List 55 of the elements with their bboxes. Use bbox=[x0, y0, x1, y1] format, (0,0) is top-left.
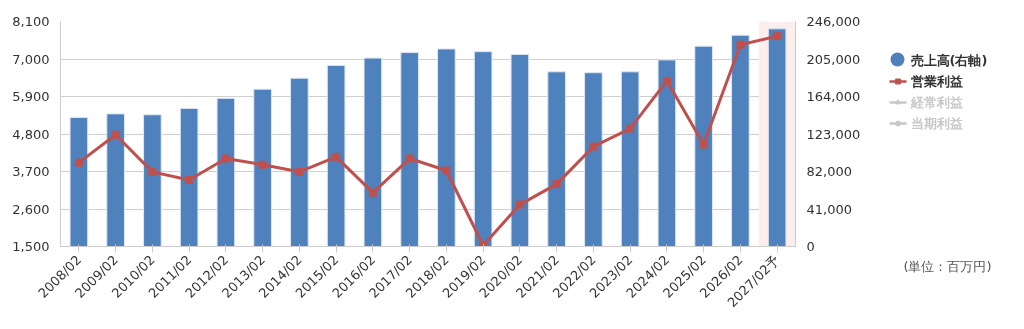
bar bbox=[363, 57, 383, 247]
y2-tick-label: 123,000 bbox=[806, 126, 861, 142]
y2-tick-label: 164,000 bbox=[806, 89, 861, 104]
legend-label: 売上高(右軸) bbox=[910, 53, 988, 68]
point bbox=[368, 188, 377, 197]
y-tick-label: 4,800 bbox=[12, 126, 50, 142]
bar bbox=[473, 51, 493, 247]
point bbox=[405, 154, 414, 163]
point bbox=[332, 152, 341, 161]
point bbox=[258, 160, 267, 169]
y2-tick-label: 246,000 bbox=[806, 14, 861, 29]
point bbox=[699, 140, 708, 149]
point bbox=[111, 130, 120, 139]
point bbox=[589, 142, 598, 151]
bar bbox=[584, 72, 603, 247]
y-tick-label: 8,100 bbox=[12, 14, 50, 29]
text: (単位：百万円) bbox=[903, 258, 992, 274]
bar bbox=[437, 48, 456, 247]
bar bbox=[253, 88, 272, 247]
bar bbox=[106, 113, 125, 247]
point bbox=[295, 167, 304, 176]
bar bbox=[510, 53, 530, 247]
y2-tick-label: 0 bbox=[806, 239, 815, 254]
bar bbox=[731, 34, 750, 247]
y-tick-label: 5,900 bbox=[12, 89, 50, 104]
bar bbox=[547, 71, 566, 247]
legend-label: 営業利益 bbox=[910, 74, 963, 89]
point bbox=[74, 158, 83, 167]
bar bbox=[657, 59, 677, 247]
bar bbox=[326, 64, 346, 247]
y2-tick-label: 205,000 bbox=[806, 51, 861, 67]
bar bbox=[179, 107, 199, 247]
bar bbox=[69, 117, 89, 247]
point bbox=[626, 124, 635, 133]
bar bbox=[620, 71, 640, 247]
y2-tick-label: 82,000 bbox=[806, 164, 852, 179]
point bbox=[773, 32, 782, 41]
point bbox=[221, 154, 230, 163]
point bbox=[515, 200, 524, 209]
bar bbox=[216, 97, 236, 247]
point bbox=[442, 166, 451, 175]
y-tick-label: 1,500 bbox=[12, 239, 50, 254]
bar bbox=[400, 52, 419, 247]
y-tick-label: 3,700 bbox=[12, 164, 50, 179]
bar bbox=[694, 45, 713, 247]
y2-tick-label: 41,000 bbox=[806, 201, 852, 217]
point bbox=[552, 180, 561, 189]
y-tick-label: 2,600 bbox=[12, 201, 50, 217]
point bbox=[148, 167, 157, 176]
point bbox=[736, 40, 745, 49]
point bbox=[662, 76, 671, 85]
y-tick-label: 7,000 bbox=[12, 51, 50, 67]
point bbox=[185, 176, 194, 185]
bar bbox=[143, 114, 162, 247]
bar bbox=[290, 77, 309, 247]
